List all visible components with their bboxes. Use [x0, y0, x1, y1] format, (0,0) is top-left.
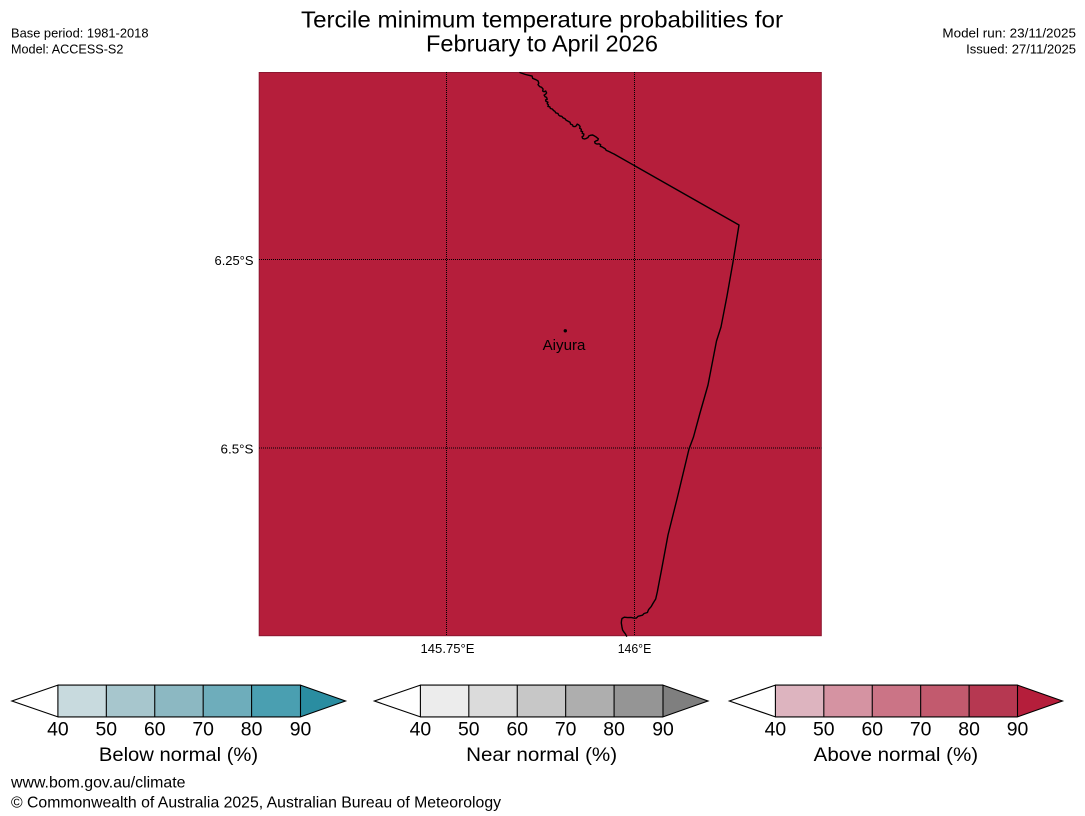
svg-text:Below normal (%): Below normal (%): [99, 744, 258, 766]
svg-text:90: 90: [652, 719, 674, 741]
svg-text:50: 50: [458, 719, 480, 741]
svg-text:60: 60: [506, 719, 528, 741]
svg-text:Issued: 27/11/2025: Issued: 27/11/2025: [966, 43, 1076, 57]
svg-text:145.75°E: 145.75°E: [421, 642, 475, 656]
svg-text:Base period: 1981-2018: Base period: 1981-2018: [11, 27, 149, 41]
svg-text:80: 80: [241, 719, 263, 741]
svg-text:90: 90: [290, 719, 312, 741]
svg-text:40: 40: [765, 719, 787, 741]
svg-text:50: 50: [813, 719, 835, 741]
svg-text:40: 40: [47, 719, 69, 741]
svg-text:6.25°S: 6.25°S: [215, 254, 254, 268]
svg-text:70: 70: [910, 719, 932, 741]
svg-text:Model run: 23/11/2025: Model run: 23/11/2025: [942, 27, 1076, 41]
svg-text:Above normal (%): Above normal (%): [814, 744, 979, 766]
svg-text:70: 70: [555, 719, 577, 741]
svg-text:70: 70: [192, 719, 214, 741]
svg-text:60: 60: [144, 719, 166, 741]
svg-text:www.bom.gov.au/climate: www.bom.gov.au/climate: [10, 774, 186, 791]
svg-text:90: 90: [1007, 719, 1029, 741]
svg-text:6.5°S: 6.5°S: [221, 442, 254, 456]
svg-text:50: 50: [96, 719, 118, 741]
svg-text:© Commonwealth of Australia 20: © Commonwealth of Australia 2025, Austra…: [11, 795, 501, 812]
svg-text:80: 80: [603, 719, 625, 741]
svg-text:Model: ACCESS-S2: Model: ACCESS-S2: [11, 43, 123, 57]
svg-text:Tercile minimum temperature pr: Tercile minimum temperature probabilitie…: [301, 7, 783, 33]
svg-text:Aiyura: Aiyura: [543, 338, 587, 354]
svg-text:80: 80: [958, 719, 980, 741]
svg-text:40: 40: [410, 719, 432, 741]
svg-text:146°E: 146°E: [618, 642, 652, 656]
svg-text:Near normal (%): Near normal (%): [466, 744, 617, 766]
svg-text:February to April 2026: February to April 2026: [426, 31, 658, 57]
svg-text:60: 60: [861, 719, 883, 741]
